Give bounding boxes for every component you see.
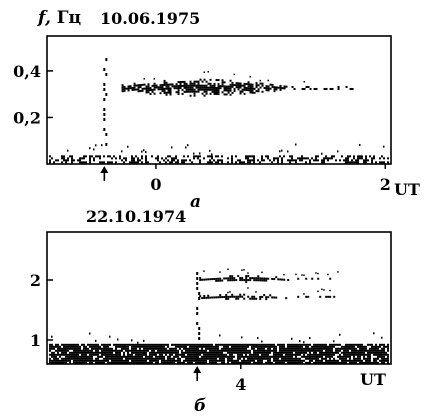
onset-line-1 bbox=[196, 272, 201, 360]
panel-a-date: 10.06.1975 bbox=[100, 9, 201, 28]
baseline-noise-1 bbox=[49, 332, 389, 364]
panel-a-letter: а bbox=[190, 192, 202, 212]
baseline-noise-0 bbox=[49, 143, 389, 164]
panel-0-marks: 0,2 0,4 0 2 bbox=[13, 58, 391, 194]
emission-band-0-0 bbox=[121, 70, 354, 97]
panel-b-date: 22.10.1974 bbox=[86, 207, 187, 226]
x-tick-label-1-0: 4 bbox=[235, 375, 246, 394]
y-tick-label-1-0: 1 bbox=[30, 331, 41, 350]
emission-band-1-1 bbox=[199, 287, 336, 301]
y-axis-unit-a: Гц bbox=[56, 8, 82, 28]
onset-arrow-1 bbox=[193, 366, 202, 381]
y-axis-label-a: f, Гц bbox=[38, 8, 81, 28]
x-tick-label-0-0: 0 bbox=[150, 175, 161, 194]
panel-a-frame bbox=[46, 35, 392, 165]
x-tick-label-0-1: 2 bbox=[380, 175, 391, 194]
y-tick-label-0-1: 0,4 bbox=[13, 62, 41, 81]
y-tick-label-1-1: 2 bbox=[30, 271, 41, 290]
y-axis-var-a: f, bbox=[38, 8, 51, 28]
onset-line-0 bbox=[103, 58, 108, 146]
panel-b-xlabel: UT bbox=[360, 370, 386, 389]
panel-b-letter: б bbox=[194, 396, 207, 416]
onset-arrow-0 bbox=[100, 166, 109, 181]
emission-band-1-0 bbox=[199, 268, 339, 284]
panel-b-frame bbox=[46, 231, 392, 365]
y-tick-label-0-0: 0,2 bbox=[13, 108, 41, 127]
panel-a-xlabel: UT bbox=[394, 180, 420, 199]
panel-1-marks: 1 2 4 bbox=[30, 268, 389, 394]
